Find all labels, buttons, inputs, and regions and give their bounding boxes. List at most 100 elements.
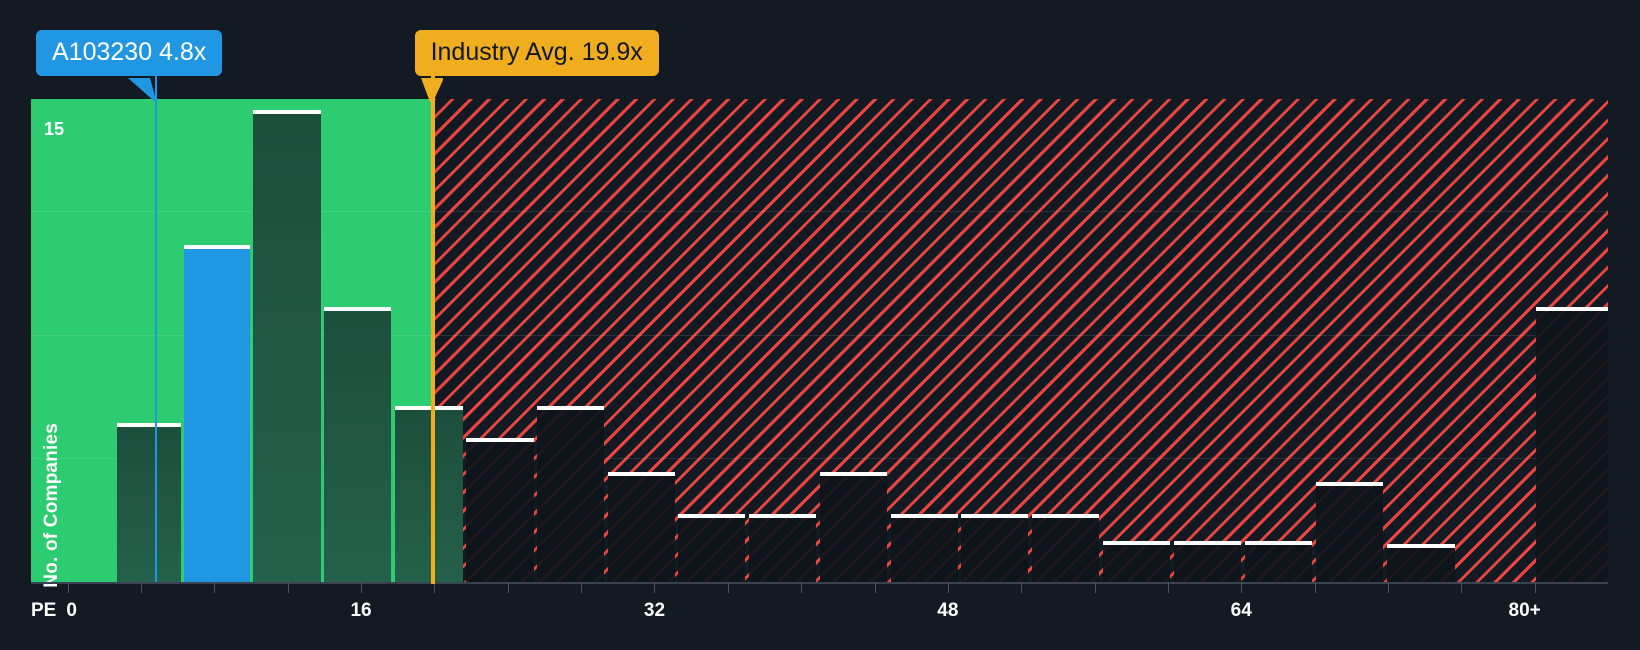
plot-area [31,99,1608,582]
bar-body [324,310,391,582]
bar-cap [324,306,391,311]
histogram-bar[interactable] [537,405,604,582]
bar-cap [184,245,250,250]
bar-cap [1536,306,1608,311]
x-tick [1094,582,1096,593]
bar-cap [1174,541,1241,546]
histogram-bar[interactable] [1387,543,1455,582]
bar-cap [1032,513,1099,518]
bar-cap [608,472,675,477]
bar-body [466,441,534,582]
x-tick [507,582,509,593]
company-callout-tail [127,78,156,101]
bar-body [1174,545,1241,582]
histogram-bar[interactable] [117,422,181,582]
x-tick [801,582,803,593]
bar-cap [961,513,1028,518]
industry-callout-tail [420,78,443,102]
bar-cap [117,422,181,427]
bar-cap [466,437,534,442]
bar-cap [1245,541,1312,546]
bar-body [1245,545,1312,582]
x-tick-label: 80+ [1508,600,1541,621]
x-tick [1021,582,1023,593]
histogram-bar[interactable] [961,513,1028,582]
histogram-bar[interactable] [1536,306,1608,582]
x-tick [361,582,363,593]
x-axis-line [31,582,1608,584]
histogram-bar[interactable] [608,472,675,582]
bar-cap [1103,541,1170,546]
histogram-bar[interactable] [395,405,463,582]
histogram-bar[interactable] [678,513,745,582]
histogram-bar[interactable] [1316,481,1383,582]
bar-body [395,409,463,582]
histogram-bar[interactable] [820,472,887,582]
company-pe-callout[interactable]: A103230 4.8x [36,30,223,76]
x-tick-label: 64 [1230,600,1252,621]
bar-cap [891,513,958,518]
bar-body [1103,545,1170,582]
bar-body [749,517,816,582]
histogram-bar[interactable] [1103,541,1170,582]
x-tick [1314,582,1316,593]
x-tick [1387,582,1389,593]
bar-body [820,476,887,582]
bar-body [117,426,181,582]
x-tick [287,582,289,593]
bar-body [253,113,321,582]
bar-body [184,249,250,582]
x-tick [581,582,583,593]
company-pe-marker-line [154,72,157,582]
x-tick [214,582,216,593]
x-tick [727,582,729,593]
histogram-bar[interactable] [466,437,534,582]
x-tick [1167,582,1169,593]
bar-body [1536,310,1608,582]
x-tick [67,582,69,593]
bar-cap [537,405,604,410]
bar-body [1032,517,1099,582]
y-axis-title: No. of Companies [41,423,62,588]
x-tick-label: 48 [937,600,959,621]
bar-cap [253,109,321,114]
bar-cap [820,472,887,477]
bar-cap [395,405,463,410]
bar-body [678,517,745,582]
industry-avg-callout[interactable]: Industry Avg. 19.9x [414,30,659,76]
histogram-bar[interactable] [324,306,391,582]
bar-body [608,476,675,582]
histogram-bar[interactable] [891,513,958,582]
histogram-bar[interactable] [1032,513,1099,582]
bar-body [1387,547,1455,582]
y-gridline-label: 15 [44,119,65,139]
x-axis-prefix-label: PE [31,600,57,621]
industry-avg-marker-line [430,72,435,584]
bar-cap [1316,481,1383,486]
histogram-bar[interactable] [253,109,321,582]
x-tick [947,582,949,593]
bar-cap [749,513,816,518]
histogram-bar[interactable] [184,245,250,582]
x-tick [654,582,656,593]
bar-body [961,517,1028,582]
histogram-bar[interactable] [1174,541,1241,582]
bar-body [537,409,604,582]
x-tick [1534,582,1536,593]
x-tick-label: 32 [643,600,666,621]
x-tick [874,582,876,593]
x-tick [434,582,436,593]
x-tick [1241,582,1243,593]
overvalued-zone [432,99,1608,582]
bar-body [1316,485,1383,582]
histogram-bar[interactable] [749,513,816,582]
bar-cap [1387,543,1455,548]
bar-body [891,517,958,582]
bar-cap [678,513,745,518]
x-tick-label: 0 [66,600,77,621]
histogram-bar[interactable] [1245,541,1312,582]
x-tick [141,582,143,593]
x-tick-label: 16 [350,600,372,621]
x-tick [1461,582,1463,593]
